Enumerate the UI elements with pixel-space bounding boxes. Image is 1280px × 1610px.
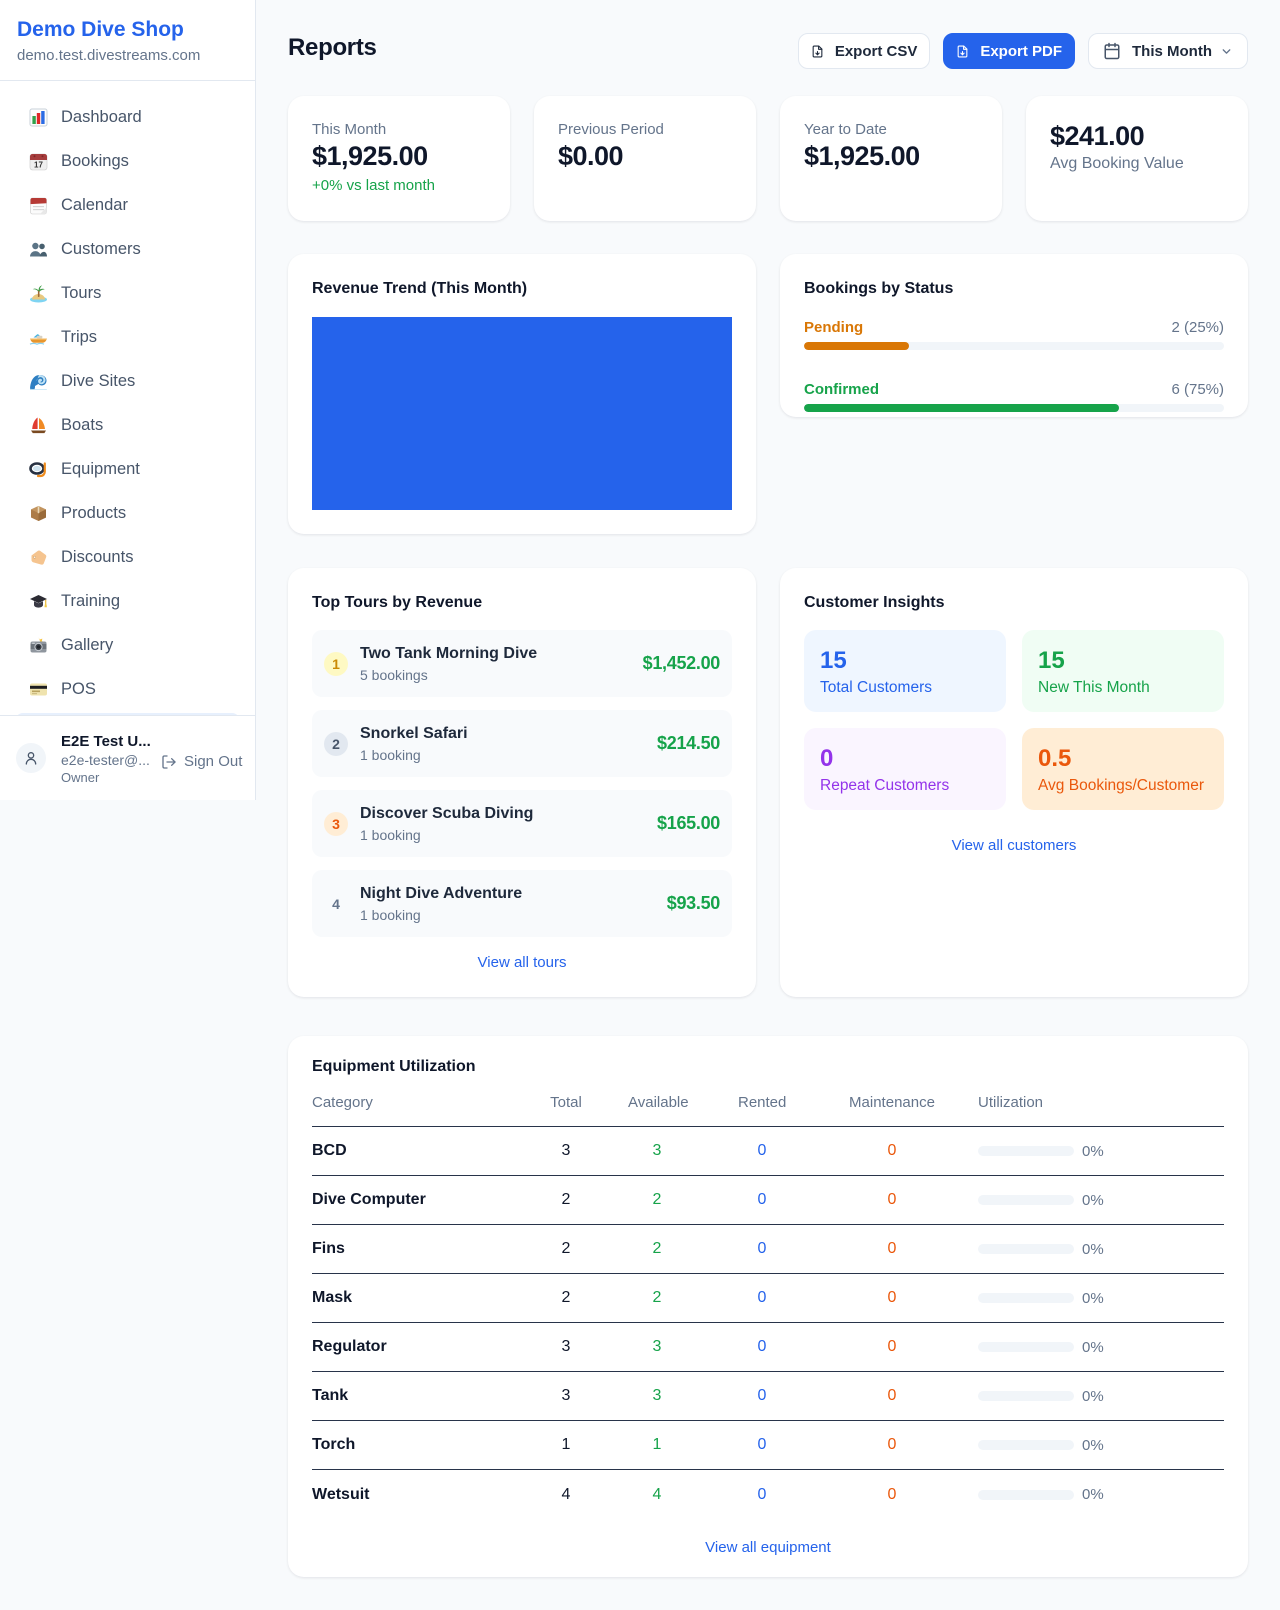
- svg-text:17: 17: [34, 160, 43, 169]
